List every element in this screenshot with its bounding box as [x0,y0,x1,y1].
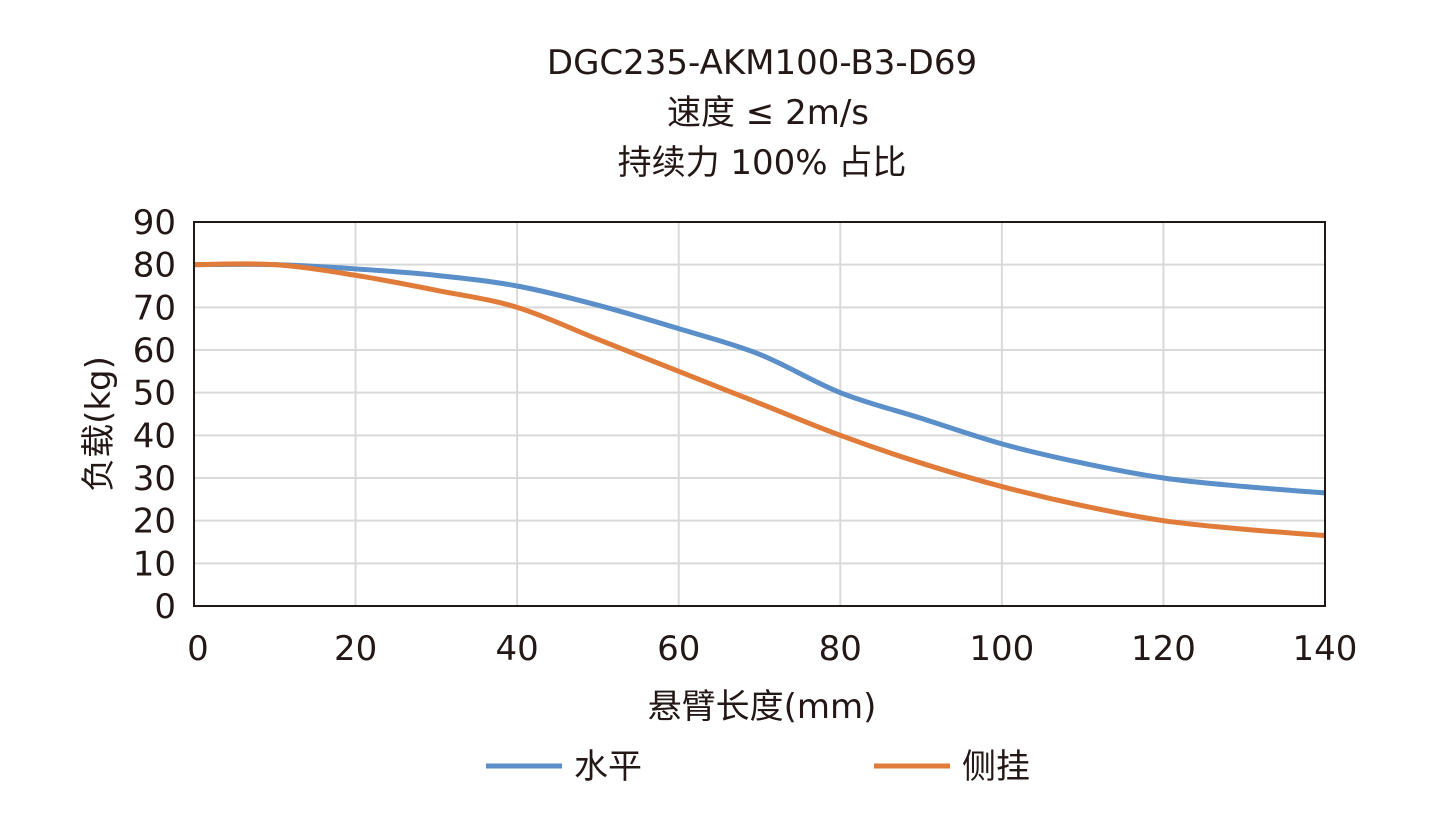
y-tick-label: 20 [133,502,176,542]
x-tick-label: 0 [187,629,209,669]
series-line-0 [193,261,1326,496]
legend-label: 侧挂 [962,747,1030,787]
plot-frame [193,221,1326,607]
x-tick-label: 80 [819,629,862,669]
x-tick-label: 20 [334,629,377,669]
x-axis-label: 悬臂长度(mm) [648,687,877,727]
y-tick-label: 70 [133,288,176,328]
x-tick-label: 60 [657,629,700,669]
y-tick-label: 50 [133,374,176,414]
y-tick-label: 10 [133,544,176,584]
series-lines [193,261,1326,539]
title-line-2: 速度 ≤ 2m/s [667,93,869,133]
y-axis-label: 负载(kg) [79,356,119,492]
y-tick-label: 90 [133,203,176,243]
x-tick-label: 40 [496,629,539,669]
title-line-1: DGC235-AKM100-B3-D69 [547,43,977,83]
y-tick-label: 80 [133,246,176,286]
x-tick-label: 120 [1131,629,1196,669]
y-tick-label: 0 [154,587,176,627]
legend-label: 水平 [574,747,642,787]
x-tick-label: 100 [969,629,1034,669]
y-tick-label: 60 [133,331,176,371]
grid [193,221,1326,607]
legend: 水平 侧挂 [486,747,1030,787]
y-tick-label: 30 [133,459,176,499]
chart-title: DGC235-AKM100-B3-D69 速度 ≤ 2m/s 持续力 100% … [547,43,977,183]
y-tick-label: 40 [133,416,176,456]
x-tick-label: 140 [1293,629,1358,669]
series-line-1 [193,261,1326,539]
title-line-3: 持续力 100% 占比 [618,143,907,183]
